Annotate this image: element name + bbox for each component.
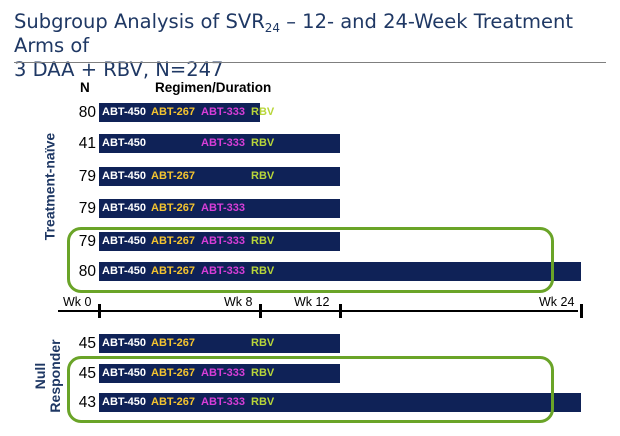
drug-label-abt267: ABT-267 xyxy=(151,106,196,118)
drug-label-rbv: RBV xyxy=(251,396,275,408)
row-n-value: 80 xyxy=(78,104,96,121)
drug-label-abt267: ABT-267 xyxy=(151,367,196,379)
regimen-bar: ABT-450 ABT-267 RBV xyxy=(99,334,340,353)
regimen-bar: ABT-450 ABT-333 RBV xyxy=(99,134,340,153)
highlight-box-treatment-naive xyxy=(67,227,554,293)
drug-label-abt267: ABT-267 xyxy=(151,235,196,247)
drug-label-abt333: ABT-333 xyxy=(201,235,246,247)
regimen-bar: ABT-450 ABT-267 ABT-333 RBV xyxy=(99,364,340,383)
row-n-value: 41 xyxy=(78,135,96,152)
drug-label-abt450: ABT-450 xyxy=(102,235,147,247)
title-divider xyxy=(14,62,606,63)
n-column-header: N xyxy=(80,80,90,95)
axis-tick xyxy=(98,304,101,318)
drug-label-abt450: ABT-450 xyxy=(102,202,147,214)
row-n-value: 45 xyxy=(78,335,96,352)
drug-label-abt450: ABT-450 xyxy=(102,396,147,408)
regimen-bar: ABT-450 ABT-267 RBV xyxy=(99,167,340,186)
group-label-null-responder: Null Responder xyxy=(32,336,65,416)
drug-label-abt333: ABT-333 xyxy=(201,367,246,379)
title-line-2: 3 DAA + RBV, N=247 xyxy=(14,58,224,81)
drug-label-abt450: ABT-450 xyxy=(102,337,147,349)
drug-label-abt450: ABT-450 xyxy=(102,106,147,118)
row-n-value: 45 xyxy=(78,365,96,382)
drug-label-abt333: ABT-333 xyxy=(201,265,246,277)
drug-label-rbv: RBV xyxy=(251,106,275,118)
regimen-bar: ABT-450 ABT-267 ABT-333 RBV xyxy=(99,232,340,251)
drug-label-rbv: RBV xyxy=(251,367,275,379)
group-label-responder: Responder xyxy=(47,339,63,413)
drug-label-abt450: ABT-450 xyxy=(102,137,147,149)
drug-label-rbv: RBV xyxy=(251,137,275,149)
title-prefix: Subgroup Analysis of SVR xyxy=(14,10,265,33)
regimen-bar: ABT-450 ABT-267 ABT-333 RBV xyxy=(99,103,274,122)
drug-label-abt267: ABT-267 xyxy=(151,265,196,277)
drug-label-abt333: ABT-333 xyxy=(201,396,246,408)
drug-label-abt267: ABT-267 xyxy=(151,202,196,214)
axis-tick xyxy=(339,304,342,318)
drug-label-abt267: ABT-267 xyxy=(151,337,196,349)
axis-tick xyxy=(259,304,262,318)
drug-label-abt333: ABT-333 xyxy=(201,106,246,118)
drug-label-abt267: ABT-267 xyxy=(151,396,196,408)
axis-tick-label: Wk 12 xyxy=(294,295,330,309)
title-line1-rest: – 12- and 24-Week Treatment Arms of xyxy=(14,10,574,57)
drug-label-rbv: RBV xyxy=(251,235,275,247)
drug-label-rbv: RBV xyxy=(251,337,275,349)
regimen-column-header: Regimen/Duration xyxy=(155,80,272,95)
title-line-1: Subgroup Analysis of SVR24 – 12- and 24-… xyxy=(14,10,614,58)
row-n-value: 79 xyxy=(78,233,96,250)
drug-label-abt450: ABT-450 xyxy=(102,170,147,182)
row-n-value: 79 xyxy=(78,200,96,217)
axis-tick-label: Wk 8 xyxy=(224,295,253,309)
drug-label-abt450: ABT-450 xyxy=(102,367,147,379)
axis-tick xyxy=(580,304,583,318)
drug-label-abt267: ABT-267 xyxy=(151,170,196,182)
axis-tick-label: Wk 0 xyxy=(63,295,92,309)
axis-tick-label: Wk 24 xyxy=(539,295,575,309)
group-label-null: Null xyxy=(32,362,48,390)
drug-label-rbv: RBV xyxy=(251,265,275,277)
week-axis-line xyxy=(58,310,578,312)
drug-label-abt333: ABT-333 xyxy=(201,137,246,149)
group-label-treatment-naive: Treatment-naïve xyxy=(41,132,58,241)
drug-label-abt450: ABT-450 xyxy=(102,265,147,277)
row-n-value: 79 xyxy=(78,168,96,185)
regimen-bar: ABT-450 ABT-267 ABT-333 RBV xyxy=(99,262,581,281)
row-n-value: 80 xyxy=(78,263,96,280)
drug-label-rbv: RBV xyxy=(251,170,275,182)
drug-label-abt333: ABT-333 xyxy=(201,202,246,214)
slide-title: Subgroup Analysis of SVR24 – 12- and 24-… xyxy=(14,10,614,82)
highlight-box-null-responder xyxy=(67,356,554,423)
regimen-bar: ABT-450 ABT-267 ABT-333 RBV xyxy=(99,393,581,412)
row-n-value: 43 xyxy=(78,394,96,411)
title-subscript: 24 xyxy=(264,21,281,35)
regimen-bar: ABT-450 ABT-267 ABT-333 xyxy=(99,199,340,218)
